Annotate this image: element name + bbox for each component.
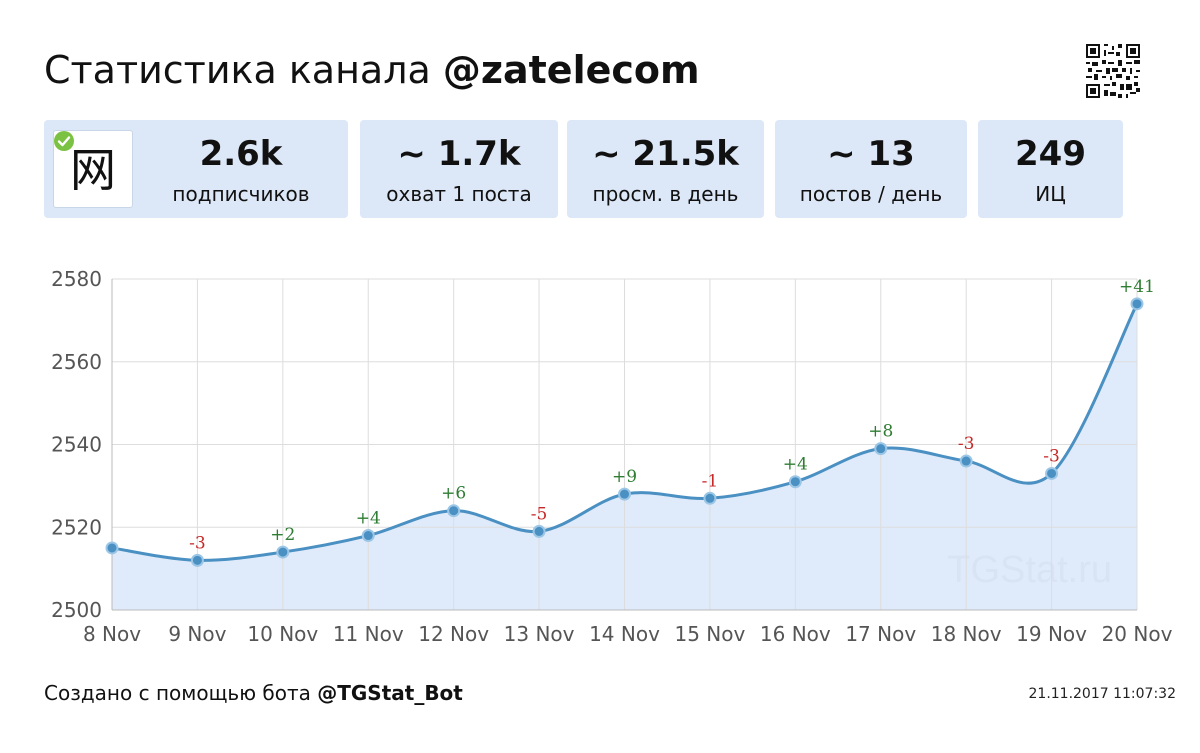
stats-bar: 网 2.6k подписчиков ~ 1.7k охват 1 поста … [0, 120, 1200, 220]
y-tick-label: 2520 [51, 515, 102, 539]
footer-bot-link[interactable]: @TGStat_Bot [317, 681, 463, 705]
data-point [1045, 466, 1059, 480]
footer-timestamp: 21.11.2017 11:07:32 [1028, 686, 1177, 702]
data-label: -3 [189, 533, 206, 553]
x-tick-label: 20 Nov [1102, 622, 1173, 646]
stat-label: просм. в день [592, 182, 739, 206]
data-point [618, 487, 631, 501]
title-prefix: Статистика канала [44, 48, 431, 92]
stat-card-subscribers: 网 2.6k подписчиков [44, 120, 348, 218]
stat-card-daily-views: ~ 21.5k просм. в день [567, 120, 764, 218]
data-point [1130, 297, 1144, 311]
channel-avatar[interactable]: 网 [53, 130, 133, 208]
footer-credit: Создано с помощью бота @TGStat_Bot [44, 680, 463, 706]
data-point [959, 454, 973, 468]
x-tick-label: 19 Nov [1016, 622, 1087, 646]
data-point [190, 553, 204, 567]
data-point [874, 442, 888, 456]
qr-code-icon [1086, 44, 1140, 98]
page-title: Статистика канала @zatelecom [44, 44, 700, 96]
stat-value: ~ 13 [827, 134, 915, 174]
data-label: -3 [1043, 446, 1060, 466]
x-tick-label: 12 Nov [418, 622, 489, 646]
data-point [105, 541, 119, 555]
data-label: -5 [531, 504, 548, 524]
stat-label: подписчиков [172, 182, 310, 206]
x-tick-label: 9 Nov [168, 622, 226, 646]
data-label: +4 [356, 509, 381, 529]
x-tick-label: 11 Nov [333, 622, 404, 646]
stat-value: 2.6k [199, 134, 283, 174]
stat-value: 249 [1015, 134, 1086, 174]
x-tick-label: 18 Nov [931, 622, 1002, 646]
data-label: +41 [1119, 277, 1155, 297]
y-tick-label: 2500 [51, 598, 102, 622]
y-tick-label: 2540 [51, 433, 102, 457]
x-tick-label: 10 Nov [247, 622, 318, 646]
data-label: -1 [702, 471, 719, 491]
data-label: +6 [441, 484, 466, 504]
data-point [361, 529, 375, 543]
stat-label: постов / день [799, 182, 943, 206]
data-label: +9 [612, 467, 637, 487]
data-label: +2 [270, 525, 295, 545]
data-label: -3 [958, 434, 975, 454]
verified-check-icon [54, 131, 74, 151]
data-label: +4 [783, 455, 808, 475]
data-point [703, 491, 717, 505]
x-tick-label: 13 Nov [504, 622, 575, 646]
stat-value: ~ 21.5k [592, 134, 739, 174]
channel-handle[interactable]: @zatelecom [442, 48, 700, 92]
stat-card-citation-index: 249 ИЦ [978, 120, 1123, 218]
x-tick-label: 15 Nov [674, 622, 745, 646]
x-tick-label: 17 Nov [845, 622, 916, 646]
x-tick-label: 14 Nov [589, 622, 660, 646]
footer-created-with: Создано с помощью бота [44, 681, 311, 705]
data-label: +8 [868, 422, 893, 442]
stat-card-reach: ~ 1.7k охват 1 поста [360, 120, 558, 218]
data-point [788, 475, 802, 489]
data-point [447, 504, 461, 518]
x-tick-label: 8 Nov [83, 622, 141, 646]
stat-label: ИЦ [1035, 182, 1066, 206]
stat-value: ~ 1.7k [397, 134, 521, 174]
x-tick-label: 16 Nov [760, 622, 831, 646]
data-point [276, 545, 290, 559]
stat-label: охват 1 поста [386, 182, 532, 206]
data-point [532, 524, 546, 538]
stat-card-posts-per-day: ~ 13 постов / день [775, 120, 967, 218]
avatar-glyph: 网 [70, 143, 116, 197]
y-tick-label: 2580 [51, 267, 102, 291]
y-tick-label: 2560 [51, 350, 102, 374]
